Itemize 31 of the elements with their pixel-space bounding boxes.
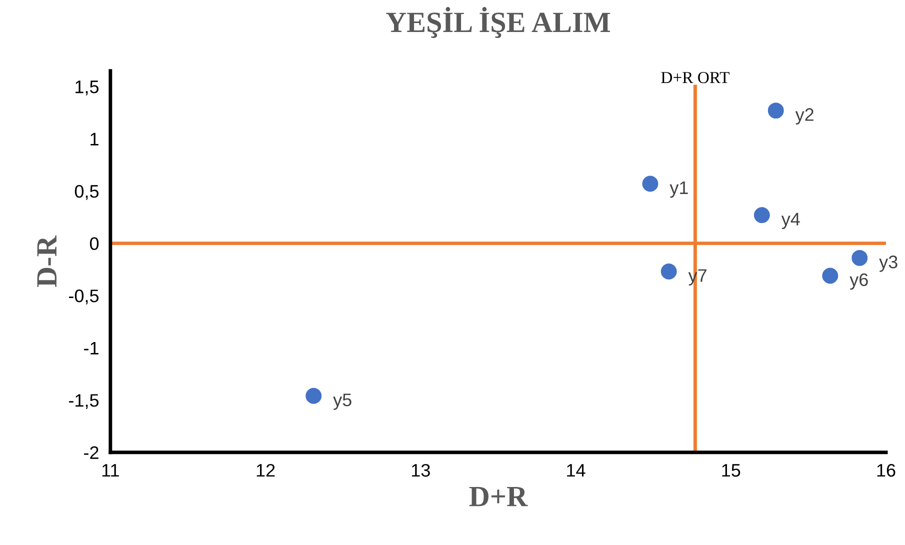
annotation: y2 (795, 108, 814, 125)
x-axis-title: D+R (469, 486, 528, 506)
point (852, 250, 868, 266)
ref-line-label: D+R ORT (661, 72, 730, 84)
x-tick-label: 16 (877, 464, 896, 477)
x-tick-label: 11 (102, 464, 119, 477)
y-tick-label: 1 (90, 132, 98, 146)
y-tick-label: 1,5 (76, 80, 99, 96)
annotation: y6 (850, 273, 868, 290)
x-tick-label: 14 (567, 464, 586, 477)
x-tick-label: 13 (412, 464, 430, 477)
point (306, 388, 322, 404)
annotation: y1 (670, 182, 688, 198)
y-tick-label: -0,5 (68, 290, 99, 304)
annotation: y5 (333, 394, 352, 410)
x-tick-label: 12 (256, 464, 275, 477)
x-tick-label: 15 (722, 464, 740, 477)
chart-title: YEŞİL İŞE ALIM (386, 7, 610, 38)
y-tick-label: -1,5 (68, 394, 99, 409)
point (754, 207, 770, 224)
y-tick-label: 0 (90, 237, 99, 250)
y-tick-label: -1 (84, 342, 98, 354)
annotation: y4 (781, 212, 800, 230)
annotation: y3 (879, 256, 898, 272)
point (822, 268, 838, 284)
y-axis-title: D-R (37, 235, 56, 288)
point (660, 264, 677, 280)
point (642, 176, 658, 192)
point (768, 102, 784, 119)
y-tick-label: -2 (84, 446, 98, 459)
y-tick-label: 0,5 (74, 184, 99, 200)
